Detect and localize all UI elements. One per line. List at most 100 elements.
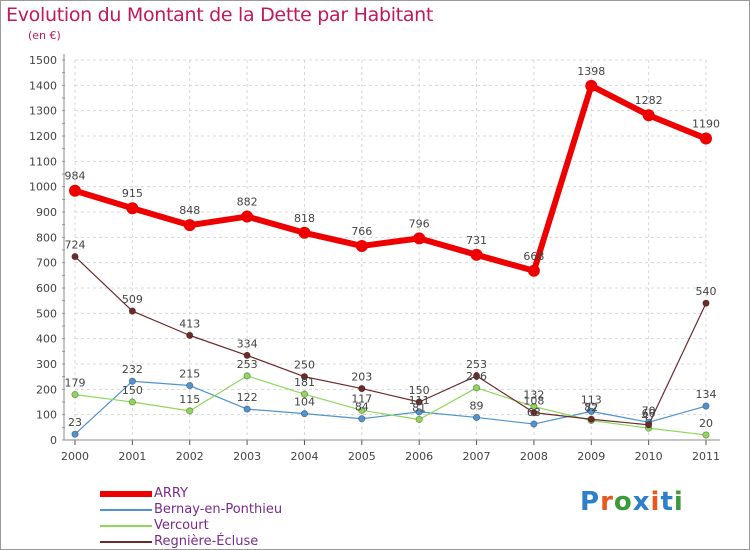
series-group [69,79,712,439]
y-tick-label: 300 [36,358,57,371]
data-label-vercourt: 81 [412,401,426,414]
point-arry [413,232,426,245]
point-regniere-ecluse [702,299,710,307]
data-label-bernay-en-ponthieu: 215 [179,368,200,381]
point-bernay-en-ponthieu [587,407,595,415]
point-vercourt [128,398,136,406]
x-tick-label: 2011 [692,450,720,463]
point-regniere-ecluse [645,421,653,429]
data-label-vercourt: 181 [294,376,315,389]
data-label-vercourt: 206 [466,370,487,383]
point-bernay-en-ponthieu [300,410,309,418]
series-line-regniere-ecluse [74,255,707,426]
data-label-vercourt: 179 [65,377,86,390]
y-tick-label: 1000 [29,181,57,194]
point-regniere-ecluse [415,398,423,406]
point-regniere-ecluse [186,331,194,339]
x-tick-label: 2001 [118,450,146,463]
data-label-bernay-en-ponthieu: 232 [122,363,143,376]
x-tick-label: 2010 [635,450,663,463]
point-regniere-ecluse [472,372,481,380]
logo-letter: i [650,487,661,517]
point-bernay-en-ponthieu [186,381,194,390]
data-label-vercourt: 77 [584,402,598,415]
data-label-arry: 1398 [577,65,605,78]
data-label-arry: 848 [179,204,200,217]
point-bernay-en-ponthieu [702,402,710,410]
logo-letter: x [632,487,651,517]
point-arry [69,184,81,197]
data-label-bernay-en-ponthieu: 113 [581,393,602,406]
point-arry [183,219,196,232]
point-arry [585,79,598,92]
data-label-bernay-en-ponthieu: 23 [68,416,82,429]
data-label-vercourt: 117 [351,392,372,405]
data-label-bernay-en-ponthieu: 122 [237,391,258,404]
x-tick-label: 2003 [233,450,261,463]
data-label-regniere-ecluse: 253 [466,358,487,371]
point-bernay-en-ponthieu [358,415,366,423]
data-label-arry: 766 [351,225,372,238]
y-tick-label: 400 [36,333,57,346]
y-tick-label: 600 [36,282,57,295]
data-label-bernay-en-ponthieu: 134 [696,388,717,401]
data-label-vercourt: 150 [122,384,143,397]
legend-label: Vercourt [154,518,209,533]
x-tick-label: 2008 [520,450,548,463]
axes: 0 100 200 300 400 500 600 700 800 900 1000 1100 1200… [29,54,720,463]
data-label-arry: 731 [466,234,487,247]
x-tick-label: 2006 [405,450,433,463]
point-arry [298,226,311,239]
y-tick-label: 1500 [29,54,57,67]
data-label-vercourt: 115 [179,393,200,406]
legend-swatch [100,491,152,497]
legend-label: Regnière-Écluse [154,534,259,549]
point-vercourt [243,372,251,380]
logo-letter: P [580,487,601,517]
point-vercourt [415,415,423,424]
data-label-regniere-ecluse: 509 [122,293,143,306]
point-vercourt [300,390,309,398]
x-tick-label: 2000 [61,450,89,463]
point-vercourt [186,407,194,415]
data-label-regniere-ecluse: 250 [294,359,315,372]
logo-letter: r [600,487,614,517]
data-label-regniere-ecluse: 540 [696,285,717,298]
point-bernay-en-ponthieu [472,413,481,422]
data-label-bernay-en-ponthieu: 89 [470,399,484,412]
legend-swatch [100,525,152,527]
point-bernay-en-ponthieu [71,430,79,438]
data-label-regniere-ecluse: 413 [179,317,200,330]
point-regniere-ecluse [587,415,595,423]
y-tick-label: 1100 [29,155,57,168]
line-chart: 0 100 200 300 400 500 600 700 800 900 1000 1100 1200… [29,54,721,463]
y-tick-label: 200 [36,383,57,396]
point-bernay-en-ponthieu [530,420,538,428]
point-bernay-en-ponthieu [415,408,423,416]
point-arry [700,132,712,145]
series-line-vercourt [74,375,707,436]
point-vercourt [472,384,481,392]
logo-letter: i [673,487,684,517]
legend-swatch [100,509,152,511]
proxiti-logo: Proxiti [580,487,684,517]
legend-swatch [100,541,152,543]
y-tick-label: 800 [36,231,57,244]
point-regniere-ecluse [358,384,366,393]
point-vercourt [71,391,79,399]
point-arry [355,239,368,252]
legend-label: ARRY [154,486,189,501]
data-label-arry: 818 [294,212,315,225]
x-tick-label: 2009 [577,450,605,463]
data-label-vercourt: 47 [642,410,656,423]
data-label-regniere-ecluse: 60 [642,407,656,420]
point-bernay-en-ponthieu [128,377,136,385]
legend-label: Bernay-en-Ponthieu [154,502,283,517]
point-regniere-ecluse [530,409,538,417]
point-regniere-ecluse [128,307,136,315]
y-tick-label: 700 [36,257,57,270]
data-labels: 23 232 215 122 104 84 111 89 63 113 70 134 179 150 115… [65,65,721,430]
data-label-arry: 1282 [635,94,663,107]
data-label-bernay-en-ponthieu: 111 [409,394,430,407]
